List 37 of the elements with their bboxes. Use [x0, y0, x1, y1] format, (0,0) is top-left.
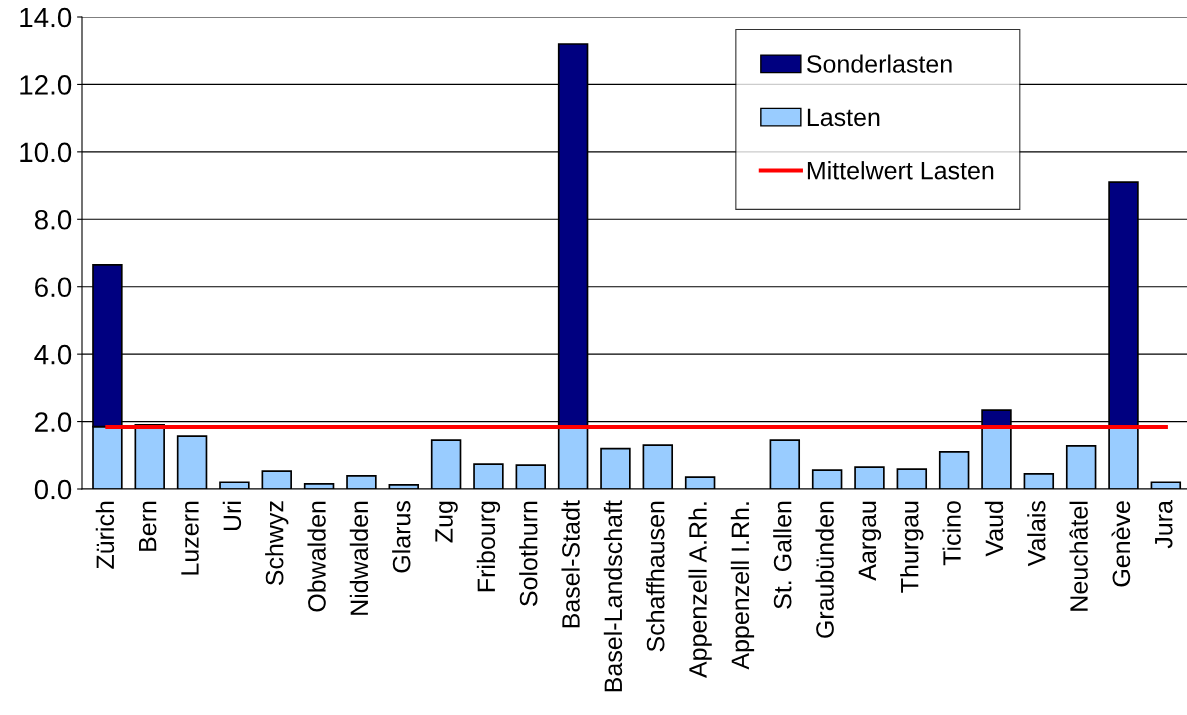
x-tick-label: Luzern — [181, 501, 199, 575]
y-tick-label: 0.0 — [34, 479, 72, 500]
x-tick-label: Schaffhausen — [646, 501, 665, 652]
legend-label: Mittelwert Lasten — [807, 161, 994, 180]
x-tick-label: Uri — [222, 501, 242, 531]
x-tick-label: Zug — [435, 501, 458, 543]
y-tick-label: 14.0 — [20, 7, 72, 28]
y-tick-label: 10.0 — [20, 142, 72, 163]
legend-label: Sonderlasten — [806, 54, 952, 73]
y-tick-label: 6.0 — [35, 277, 72, 298]
x-tick-label: Solothurn — [519, 501, 538, 606]
x-tick-label: Thurgau — [900, 501, 924, 593]
x-tick-label: Jura — [1155, 500, 1173, 549]
x-tick-label: Ticino — [942, 501, 961, 566]
x-tick-label: Glarus — [392, 501, 411, 573]
x-tick-label: Bern — [139, 501, 157, 551]
x-tick-label: Neuchâtel — [1069, 501, 1088, 611]
x-tick-label: Basel-Stadt — [561, 500, 580, 628]
x-tick-label: Genève — [1111, 501, 1131, 587]
x-tick-label: Appenzell I.Rh. — [730, 502, 755, 670]
y-tick-label: 12.0 — [20, 75, 72, 95]
x-tick-label: Valais — [1027, 501, 1046, 567]
y-tick-label: 8.0 — [34, 209, 72, 230]
x-tick-label: Schwyz — [265, 501, 289, 586]
x-tick-label: Zürich — [95, 501, 115, 569]
x-tick-label: Basel-Landschaft — [603, 500, 623, 692]
x-tick-label: Obwalden — [307, 501, 326, 612]
x-tick-label: Aargau — [858, 501, 882, 581]
y-tick-label: 2.0 — [35, 412, 72, 432]
x-tick-label: St. Gallen — [773, 501, 792, 609]
legend-label: Lasten — [807, 108, 880, 127]
y-tick-label: 4.0 — [34, 344, 72, 365]
x-tick-label: Vaud — [984, 501, 1004, 557]
x-tick-label: Fribourg — [476, 501, 501, 592]
x-tick-label: Nidwalden — [349, 501, 369, 615]
x-tick-label: Appenzell A.Rh. — [688, 502, 712, 678]
x-tick-label: Graubünden — [815, 501, 834, 638]
